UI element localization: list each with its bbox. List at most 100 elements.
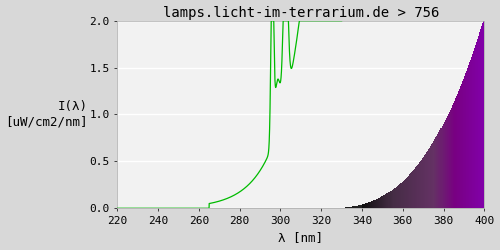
Bar: [346, 207, 348, 208]
Bar: [374, 200, 375, 208]
Bar: [484, 16, 486, 208]
Bar: [415, 168, 416, 208]
X-axis label: λ [nm]: λ [nm]: [278, 232, 324, 244]
Bar: [398, 184, 400, 208]
Bar: [419, 162, 420, 208]
Bar: [363, 204, 364, 208]
Bar: [413, 170, 414, 208]
Bar: [455, 98, 456, 208]
Bar: [462, 81, 463, 208]
Bar: [467, 68, 468, 208]
Bar: [421, 160, 422, 208]
Bar: [472, 54, 473, 208]
Bar: [438, 132, 440, 208]
Bar: [368, 202, 369, 208]
Bar: [427, 151, 428, 208]
Bar: [351, 207, 352, 208]
Bar: [390, 191, 392, 208]
Title: lamps.licht-im-terrarium.de > 756: lamps.licht-im-terrarium.de > 756: [162, 6, 439, 20]
Bar: [378, 198, 380, 208]
Bar: [446, 116, 448, 208]
Bar: [382, 196, 384, 208]
Bar: [460, 86, 461, 208]
Bar: [476, 42, 477, 208]
Bar: [360, 205, 361, 208]
Bar: [384, 195, 386, 208]
Bar: [372, 201, 373, 208]
Bar: [394, 188, 396, 208]
Bar: [450, 108, 452, 208]
Bar: [482, 23, 484, 208]
Bar: [350, 207, 351, 208]
Bar: [479, 32, 480, 208]
Bar: [418, 164, 419, 208]
Bar: [359, 205, 360, 208]
Bar: [471, 57, 472, 208]
Bar: [404, 180, 405, 208]
Bar: [469, 62, 470, 208]
Bar: [362, 204, 363, 208]
Bar: [422, 158, 423, 208]
Bar: [386, 194, 388, 208]
Bar: [353, 206, 354, 208]
Bar: [420, 161, 421, 208]
Bar: [464, 76, 465, 208]
Bar: [366, 203, 367, 208]
Bar: [475, 45, 476, 208]
Bar: [423, 157, 424, 208]
Y-axis label: I(λ)
[uW/cm2/nm]: I(λ) [uW/cm2/nm]: [6, 100, 88, 128]
Bar: [436, 136, 438, 208]
Bar: [442, 124, 444, 208]
Bar: [410, 173, 411, 208]
Bar: [367, 203, 368, 208]
Bar: [412, 171, 413, 208]
Bar: [388, 192, 390, 208]
Bar: [424, 155, 425, 208]
Bar: [473, 51, 474, 208]
Bar: [352, 206, 353, 208]
Bar: [414, 169, 415, 208]
Bar: [409, 174, 410, 208]
Bar: [355, 206, 356, 208]
Bar: [428, 149, 430, 208]
Bar: [444, 120, 446, 208]
Bar: [426, 152, 427, 208]
Bar: [357, 206, 358, 208]
Bar: [465, 73, 466, 208]
Bar: [430, 146, 432, 208]
Bar: [369, 202, 370, 208]
Bar: [402, 182, 403, 208]
Bar: [459, 89, 460, 208]
Bar: [348, 207, 350, 208]
Bar: [452, 103, 454, 208]
Bar: [406, 178, 407, 208]
Bar: [456, 96, 457, 208]
Bar: [370, 202, 371, 208]
Bar: [361, 204, 362, 208]
Bar: [400, 182, 402, 208]
Bar: [432, 143, 434, 208]
Bar: [396, 186, 398, 208]
Bar: [364, 204, 365, 208]
Bar: [407, 176, 408, 208]
Bar: [380, 197, 382, 208]
Bar: [466, 71, 467, 208]
Bar: [416, 166, 417, 208]
Bar: [373, 200, 374, 208]
Bar: [403, 181, 404, 208]
Bar: [477, 39, 478, 208]
Bar: [457, 94, 458, 208]
Bar: [463, 78, 464, 208]
Bar: [354, 206, 355, 208]
Bar: [371, 201, 372, 208]
Bar: [375, 200, 376, 208]
Bar: [470, 60, 471, 208]
Bar: [356, 206, 357, 208]
Bar: [376, 199, 378, 208]
Bar: [434, 139, 436, 208]
Bar: [458, 91, 459, 208]
Bar: [474, 48, 475, 208]
Bar: [411, 172, 412, 208]
Bar: [358, 205, 359, 208]
Bar: [478, 36, 479, 208]
